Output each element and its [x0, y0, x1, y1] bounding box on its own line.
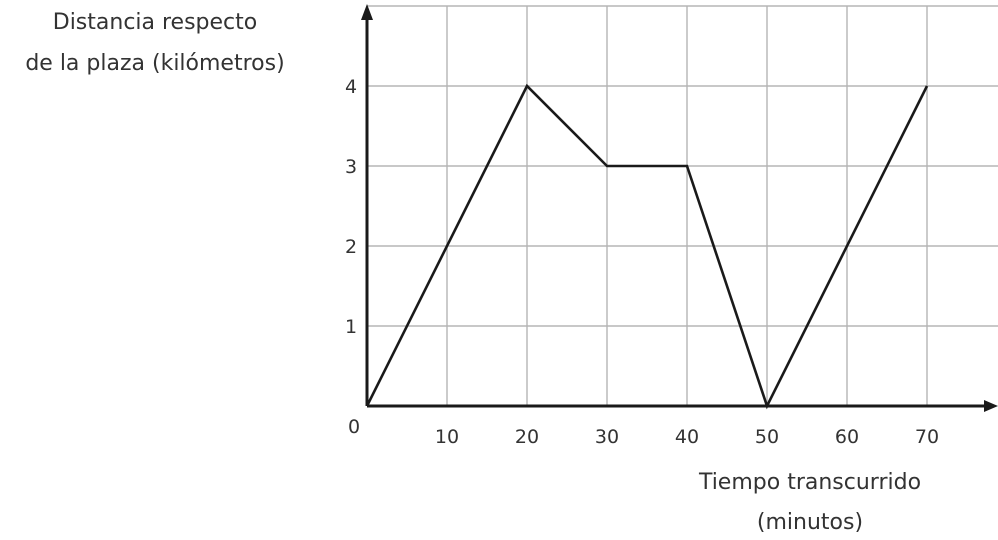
x-axis-label-line-1: Tiempo transcurrido [698, 470, 921, 495]
y-axis-arrow [361, 4, 373, 20]
x-tick-label: 20 [515, 426, 539, 448]
series-line [365, 83, 929, 410]
x-tick-label: 50 [755, 426, 779, 448]
y-tick-label: 2 [345, 236, 357, 258]
y-axis-label-line-1: Distancia respecto [53, 10, 258, 35]
y-tick-labels: 1 2 3 4 [345, 76, 357, 338]
x-tick-label: 70 [915, 426, 939, 448]
y-tick-label: 3 [345, 156, 357, 178]
y-tick-label: 4 [345, 76, 357, 98]
x-tick-labels: 0 10 20 30 40 50 60 70 [348, 416, 939, 448]
grid-lines [367, 5, 998, 406]
x-tick-label-origin: 0 [348, 416, 360, 438]
x-tick-label: 30 [595, 426, 619, 448]
x-tick-label: 40 [675, 426, 699, 448]
axes [361, 4, 998, 412]
y-axis-label-line-2: de la plaza (kilómetros) [25, 51, 284, 76]
x-axis-label-line-2: (minutos) [757, 510, 863, 535]
series-group [365, 83, 929, 410]
x-axis-arrow [984, 400, 998, 412]
x-tick-label: 10 [435, 426, 459, 448]
x-tick-label: 60 [835, 426, 859, 448]
y-tick-label: 1 [345, 316, 357, 338]
